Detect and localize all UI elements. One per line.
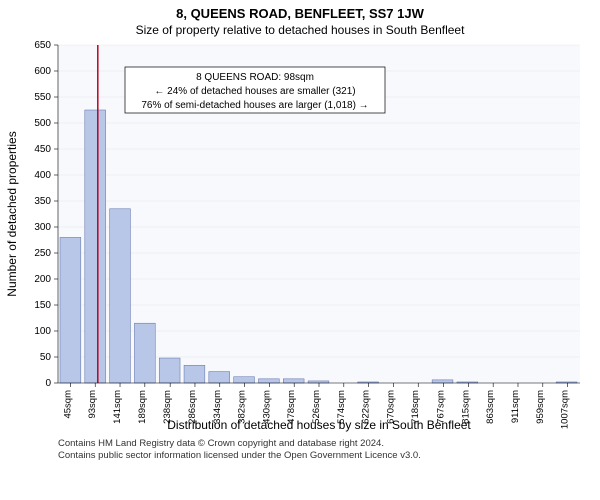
x-tick-label: 959sqm	[535, 390, 546, 424]
y-tick-label: 0	[45, 378, 51, 389]
page-title: 8, QUEENS ROAD, BENFLEET, SS7 1JW	[0, 6, 600, 21]
x-tick-label: 93sqm	[87, 390, 98, 419]
info-line: ← 24% of detached houses are smaller (32…	[154, 86, 355, 97]
histogram-bar	[258, 379, 279, 383]
histogram-bar	[234, 377, 255, 383]
footer-line: Contains HM Land Registry data © Crown c…	[58, 438, 600, 450]
x-tick-label: 141sqm	[112, 390, 123, 424]
histogram-bar	[159, 358, 180, 383]
y-tick-label: 500	[34, 118, 51, 129]
histogram-bar	[209, 372, 230, 383]
histogram-bar	[134, 323, 155, 383]
info-line: 76% of semi-detached houses are larger (…	[141, 100, 368, 111]
y-tick-label: 550	[34, 92, 51, 103]
histogram-bar	[283, 379, 304, 383]
info-line: 8 QUEENS ROAD: 98sqm	[196, 72, 314, 83]
x-axis-label: Distribution of detached houses by size …	[167, 418, 471, 432]
x-tick-label: 1007sqm	[560, 390, 571, 429]
x-tick-label: 45sqm	[62, 390, 73, 419]
x-tick-label: 911sqm	[510, 390, 521, 423]
x-tick-label: 189sqm	[137, 390, 148, 424]
y-tick-label: 650	[34, 40, 51, 51]
y-tick-label: 100	[34, 326, 51, 337]
histogram-bar	[85, 110, 106, 383]
y-tick-label: 400	[34, 170, 51, 181]
y-tick-label: 50	[40, 352, 52, 363]
histogram-bar	[60, 237, 81, 383]
y-tick-label: 600	[34, 66, 51, 77]
histogram-bar	[308, 381, 329, 383]
footer-line: Contains public sector information licen…	[58, 450, 600, 462]
y-tick-label: 450	[34, 144, 51, 155]
footer-attribution: Contains HM Land Registry data © Crown c…	[58, 438, 600, 463]
histogram-bar	[184, 365, 205, 383]
y-tick-label: 200	[34, 274, 51, 285]
y-tick-label: 150	[34, 300, 51, 311]
histogram-bar	[110, 209, 131, 383]
histogram-bar	[432, 380, 453, 383]
y-tick-label: 250	[34, 248, 51, 259]
y-axis-label: Number of detached properties	[5, 131, 19, 296]
x-tick-label: 863sqm	[485, 390, 496, 424]
y-tick-label: 350	[34, 196, 51, 207]
page-subtitle: Size of property relative to detached ho…	[0, 23, 600, 37]
y-tick-label: 300	[34, 222, 51, 233]
histogram-chart: 0 50 100 150 200 250 300 350 400 450 500 550 600 650 4…	[0, 37, 600, 432]
